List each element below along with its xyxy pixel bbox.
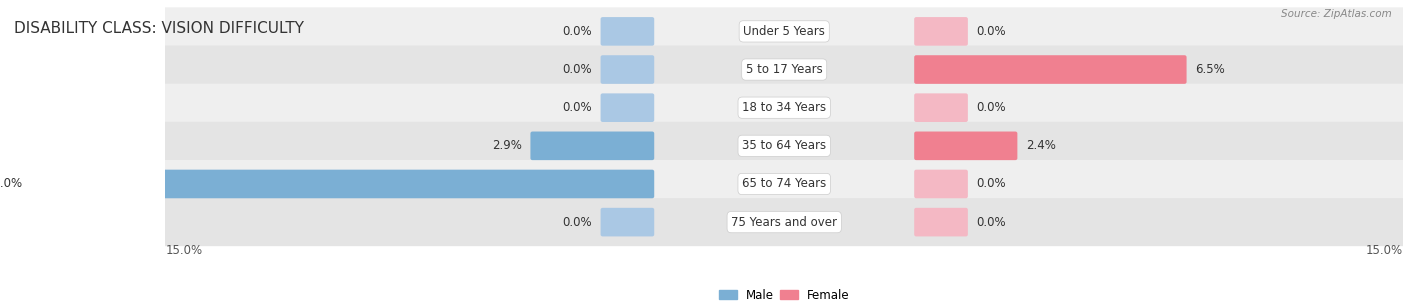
FancyBboxPatch shape — [914, 170, 967, 198]
Text: 0.0%: 0.0% — [562, 216, 592, 229]
Text: 2.4%: 2.4% — [1025, 139, 1056, 152]
FancyBboxPatch shape — [155, 198, 1406, 246]
FancyBboxPatch shape — [914, 55, 1187, 84]
FancyBboxPatch shape — [600, 208, 654, 236]
Text: 5 to 17 Years: 5 to 17 Years — [745, 63, 823, 76]
Text: Under 5 Years: Under 5 Years — [744, 25, 825, 38]
FancyBboxPatch shape — [530, 131, 654, 160]
FancyBboxPatch shape — [914, 93, 967, 122]
FancyBboxPatch shape — [914, 131, 1018, 160]
FancyBboxPatch shape — [155, 160, 1406, 208]
Text: 0.0%: 0.0% — [562, 101, 592, 114]
Text: 0.0%: 0.0% — [976, 178, 1005, 191]
Text: 6.5%: 6.5% — [1195, 63, 1225, 76]
FancyBboxPatch shape — [31, 170, 654, 198]
FancyBboxPatch shape — [600, 55, 654, 84]
FancyBboxPatch shape — [914, 208, 967, 236]
Text: 0.0%: 0.0% — [562, 25, 592, 38]
FancyBboxPatch shape — [914, 17, 967, 46]
Text: Source: ZipAtlas.com: Source: ZipAtlas.com — [1281, 9, 1392, 19]
FancyBboxPatch shape — [600, 17, 654, 46]
Text: 15.0%: 15.0% — [1367, 244, 1403, 257]
FancyBboxPatch shape — [155, 84, 1406, 132]
Text: 75 Years and over: 75 Years and over — [731, 216, 837, 229]
Text: 2.9%: 2.9% — [492, 139, 522, 152]
Text: 15.0%: 15.0% — [166, 244, 202, 257]
Text: 18 to 34 Years: 18 to 34 Years — [742, 101, 827, 114]
Legend: Male, Female: Male, Female — [714, 284, 855, 305]
Text: 35 to 64 Years: 35 to 64 Years — [742, 139, 827, 152]
FancyBboxPatch shape — [600, 93, 654, 122]
Text: 0.0%: 0.0% — [976, 25, 1005, 38]
Text: 65 to 74 Years: 65 to 74 Years — [742, 178, 827, 191]
Text: 15.0%: 15.0% — [0, 178, 22, 191]
Text: 0.0%: 0.0% — [562, 63, 592, 76]
Text: 0.0%: 0.0% — [976, 101, 1005, 114]
FancyBboxPatch shape — [155, 7, 1406, 56]
Text: DISABILITY CLASS: VISION DIFFICULTY: DISABILITY CLASS: VISION DIFFICULTY — [14, 21, 304, 36]
FancyBboxPatch shape — [155, 122, 1406, 170]
FancyBboxPatch shape — [155, 45, 1406, 94]
Text: 0.0%: 0.0% — [976, 216, 1005, 229]
